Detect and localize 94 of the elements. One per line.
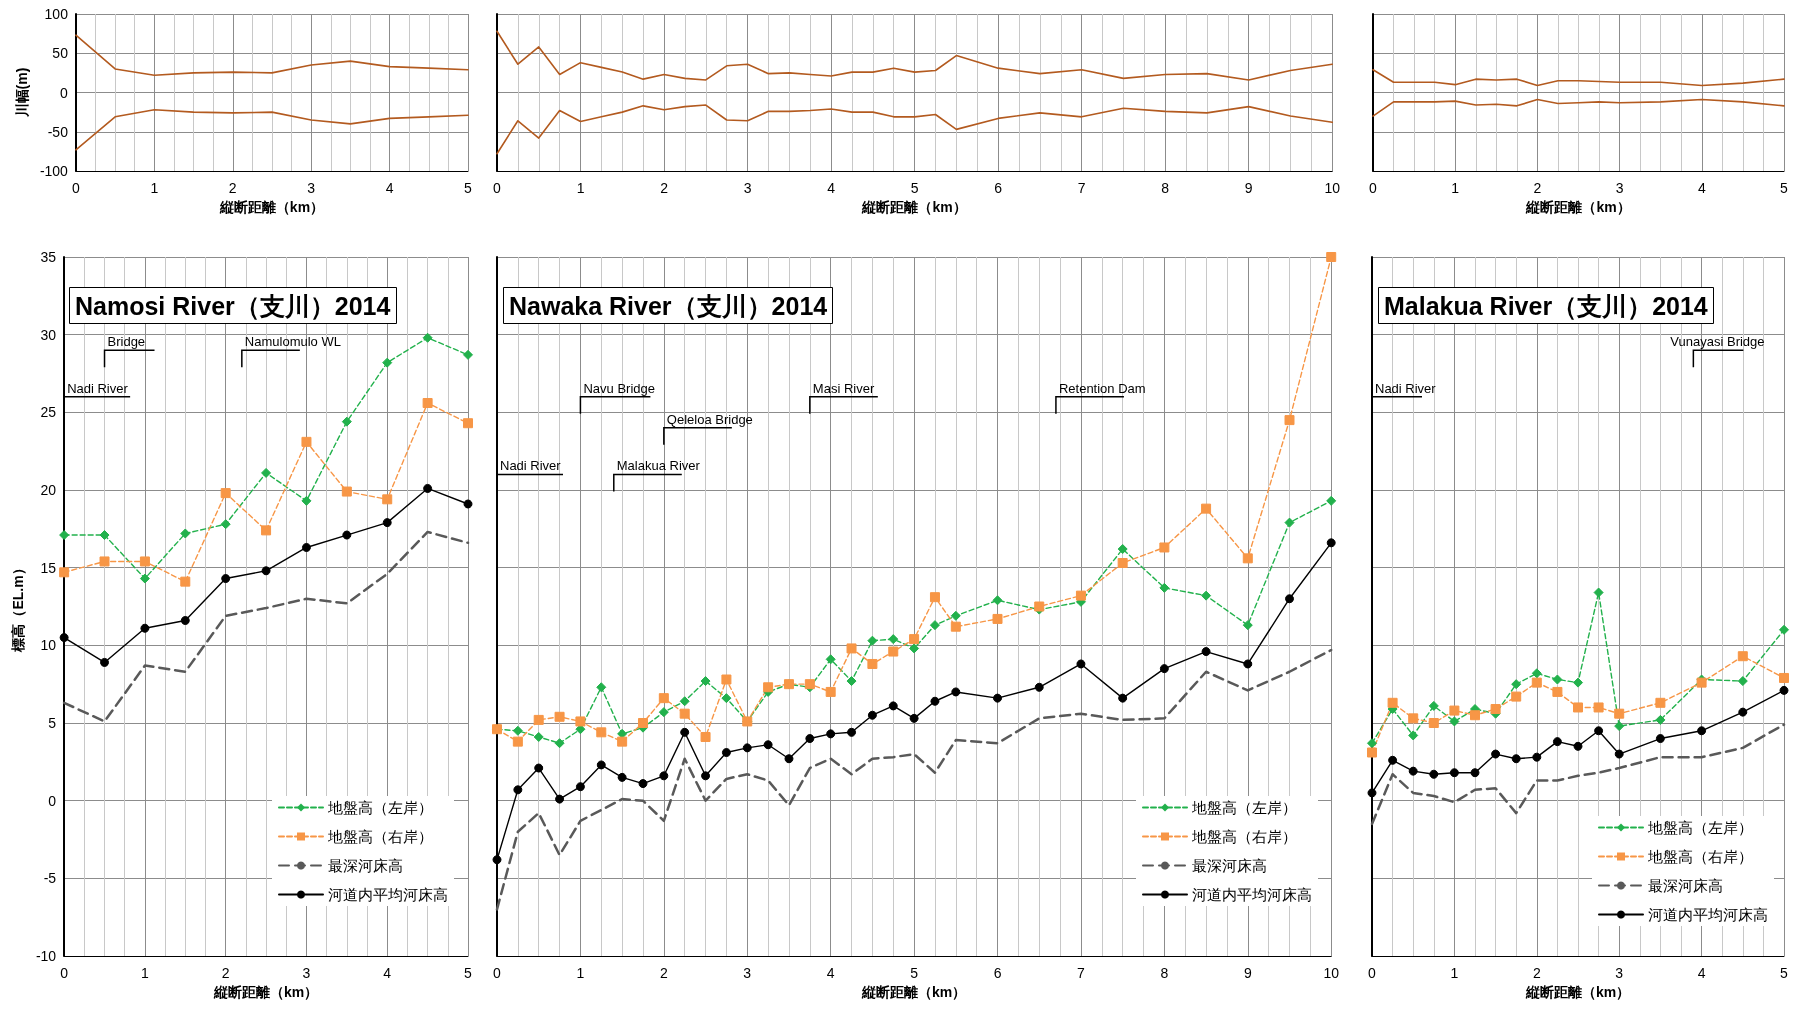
x-tick-label: 9: [1244, 180, 1253, 196]
x-tick-label: 5: [464, 965, 473, 981]
annotation: Vunayasi Bridge: [1670, 334, 1765, 350]
x-tick-label: 5: [910, 965, 919, 981]
x-tick-label: 4: [383, 965, 392, 981]
x-axis-title: 縦断距離（km）: [860, 983, 967, 1000]
legend-label: 地盤高（右岸）: [327, 828, 433, 845]
x-tick-label: 0: [72, 180, 81, 196]
legend-label: 河道内平均河床高: [1648, 906, 1768, 923]
y-tick-label: 30: [40, 326, 57, 343]
y-tick-label: -50: [47, 123, 69, 140]
annotation: Bridge: [107, 334, 146, 350]
y-tick-label: 5: [48, 715, 57, 731]
y-tick-label: -100: [39, 163, 69, 179]
x-tick-label: 3: [743, 180, 752, 196]
y-tick-label: 10: [40, 637, 57, 654]
x-tick-label: 0: [493, 965, 502, 981]
annotation: Retention Dam: [1058, 380, 1146, 396]
x-tick-label: 4: [385, 180, 394, 196]
text: Namosi River（支川）2014: [75, 291, 391, 320]
x-tick-label: 2: [660, 180, 669, 196]
legend-label: 地盤高（左岸）: [1647, 819, 1753, 836]
x-tick-label: 1: [141, 965, 150, 981]
y-tick-label: 35: [40, 249, 57, 265]
annotation: Nadi River: [1375, 380, 1437, 396]
legend-label: 河道内平均河床高: [328, 886, 448, 903]
y-tick-label: 25: [40, 404, 57, 421]
x-tick-label: 7: [1077, 965, 1086, 981]
y-tick-label: 100: [44, 6, 69, 22]
annotation: Namulomulo WL: [244, 334, 341, 350]
annotation: Nadi River: [500, 458, 562, 474]
x-tick-label: 4: [826, 965, 835, 981]
x-tick-label: 3: [307, 180, 316, 196]
legend-label: 最深河床高: [1648, 877, 1723, 894]
x-tick-label: 9: [1243, 965, 1252, 981]
annotation: Navu Bridge: [583, 380, 655, 396]
x-tick-label: 0: [493, 180, 502, 196]
x-tick-label: 10: [1324, 180, 1341, 196]
x-tick-label: 3: [1615, 180, 1624, 196]
legend-label: 最深河床高: [1192, 857, 1267, 874]
x-tick-label: 0: [1369, 180, 1378, 196]
x-tick-label: 5: [464, 180, 473, 196]
text: Malakua River（支川）2014: [1384, 291, 1708, 320]
x-tick-label: 6: [994, 180, 1003, 196]
y-tick-label: -5: [43, 870, 57, 887]
x-tick-label: 7: [1077, 180, 1086, 196]
x-tick-label: 5: [1780, 180, 1789, 196]
y-tick-label: 15: [40, 559, 57, 576]
text: Nawaka River（支川）2014: [509, 291, 828, 320]
y-axis-title: 川幅(m): [14, 67, 30, 119]
x-tick-label: 10: [1323, 965, 1340, 981]
x-tick-label: 5: [1780, 965, 1789, 981]
x-tick-label: 1: [576, 180, 585, 196]
annotation: Nadi River: [67, 380, 129, 396]
x-tick-label: 2: [1533, 180, 1542, 196]
x-axis-title: 縦断距離（km）: [212, 983, 319, 1000]
x-tick-label: 2: [228, 180, 237, 196]
x-tick-label: 6: [993, 965, 1002, 981]
x-axis-title: 縦断距離（km）: [1524, 983, 1631, 1000]
legend-label: 地盤高（左岸）: [327, 799, 433, 816]
legend-label: 地盤高（右岸）: [1647, 848, 1753, 865]
x-tick-label: 3: [1615, 965, 1624, 981]
y-tick-label: 50: [52, 45, 69, 62]
x-tick-label: 4: [1697, 965, 1706, 981]
x-axis-title: 縦断距離（km）: [1525, 198, 1631, 215]
legend-label: 最深河床高: [328, 857, 403, 874]
legend-label: 地盤高（左岸）: [1191, 799, 1297, 816]
annotation: Masi River: [812, 380, 875, 396]
x-axis-title: 縦断距離（km）: [218, 198, 325, 215]
annotation: Malakua River: [616, 458, 701, 474]
y-tick-label: 0: [60, 84, 69, 101]
x-tick-label: 4: [827, 180, 836, 196]
x-tick-label: 1: [576, 965, 585, 981]
x-tick-label: 8: [1161, 180, 1170, 196]
x-tick-label: 3: [743, 965, 752, 981]
legend-label: 河道内平均河床高: [1192, 886, 1312, 903]
y-tick-label: 0: [48, 792, 57, 809]
x-tick-label: 8: [1160, 965, 1169, 981]
y-tick-label: 20: [40, 482, 57, 498]
x-tick-label: 2: [221, 965, 230, 981]
y-tick-label: -10: [35, 948, 57, 964]
annotation: Qeleloa Bridge: [666, 411, 753, 427]
x-tick-label: 1: [150, 180, 159, 196]
x-tick-label: 0: [1368, 965, 1377, 981]
legend-label: 地盤高（右岸）: [1191, 828, 1297, 845]
x-tick-label: 2: [659, 965, 668, 981]
y-axis-title: 標高（EL.m）: [10, 561, 26, 653]
x-tick-label: 5: [910, 180, 919, 196]
x-tick-label: 2: [1532, 965, 1541, 981]
x-axis-title: 縦断距離（km）: [861, 198, 967, 215]
x-tick-label: 3: [302, 965, 311, 981]
x-tick-label: 1: [1450, 965, 1459, 981]
x-tick-label: 1: [1451, 180, 1460, 196]
x-tick-label: 4: [1697, 180, 1706, 196]
